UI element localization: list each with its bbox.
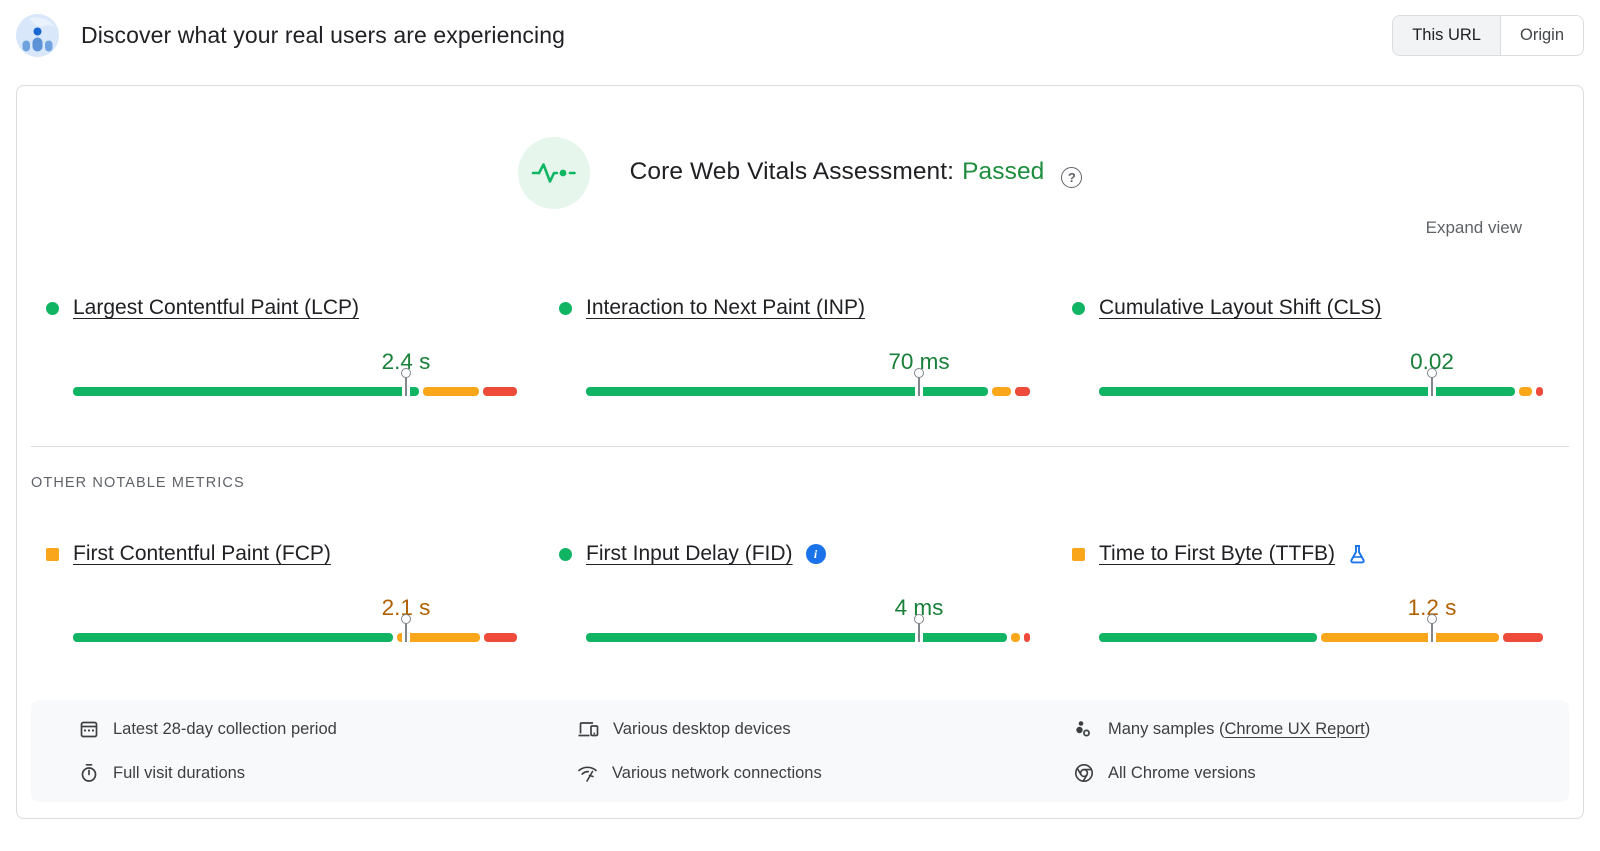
fid-p75-marker	[918, 622, 920, 642]
devices-icon	[578, 722, 599, 737]
inp-rating-indicator	[559, 301, 572, 315]
page-title: Discover what your real users are experi…	[81, 22, 565, 48]
pulse-icon	[517, 137, 590, 209]
metric-cls: Cumulative Layout Shift (CLS) 0.02	[1072, 296, 1543, 396]
stopwatch-icon	[81, 763, 97, 782]
cwv-assessment-header: Core Web Vitals Assessment: Passed?	[17, 137, 1583, 209]
fcp-distribution-bar	[73, 633, 518, 642]
ttfb-p75-marker	[1431, 622, 1433, 642]
expand-view-link[interactable]: Expand view	[1425, 218, 1522, 237]
field-data-users-icon	[16, 14, 59, 57]
metric-inp: Interaction to Next Paint (INP) 70 ms	[559, 296, 1030, 396]
fid-distribution-bar	[586, 633, 1030, 642]
info-icon[interactable]: i	[805, 544, 826, 564]
metric-fid: First Input Delay (FID) i 4 ms	[559, 542, 1030, 642]
metric-fcp: First Contentful Paint (FCP) 2.1 s	[46, 542, 518, 642]
fcp-rating-indicator	[46, 547, 59, 561]
devices-item: Various desktop devices	[577, 713, 1074, 745]
fcp-p75-marker	[405, 622, 407, 642]
experimental-flask-icon[interactable]	[1348, 544, 1367, 565]
lcp-rating-indicator	[46, 301, 59, 315]
core-metrics-row: Largest Contentful Paint (LCP) 2.4 s Int…	[17, 296, 1583, 396]
lcp-distribution-bar	[73, 387, 517, 396]
calendar-icon	[80, 721, 98, 738]
fid-rating-indicator	[559, 547, 572, 561]
ttfb-distribution-bar	[1099, 633, 1543, 642]
samples-icon	[1076, 721, 1090, 737]
fcp-link[interactable]: First Contentful Paint (FCP)	[73, 542, 331, 565]
other-metrics-row: First Contentful Paint (FCP) 2.1 s First…	[17, 542, 1583, 642]
chrome-ux-report-link[interactable]: Chrome UX Report	[1224, 719, 1365, 738]
visit-durations-item: Full visit durations	[79, 757, 577, 789]
metric-ttfb: Time to First Byte (TTFB) 1.2 s	[1072, 542, 1543, 642]
scope-toggle: This URL Origin	[1392, 15, 1584, 56]
cls-rating-indicator	[1072, 301, 1085, 315]
inp-link[interactable]: Interaction to Next Paint (INP)	[586, 296, 865, 319]
cwv-assessment-title: Core Web Vitals Assessment: Passed?	[630, 158, 1083, 188]
metric-lcp: Largest Contentful Paint (LCP) 2.4 s	[46, 296, 517, 396]
collection-period-item: Latest 28-day collection period	[79, 713, 577, 745]
network-item: Various network connections	[577, 757, 1074, 789]
cwv-status: Passed	[962, 158, 1045, 185]
network-icon	[578, 766, 597, 782]
toggle-origin[interactable]: Origin	[1499, 16, 1583, 55]
lcp-link[interactable]: Largest Contentful Paint (LCP)	[73, 296, 359, 319]
samples-item: Many samples (Chrome UX Report)	[1074, 713, 1569, 745]
chrome-versions-item: All Chrome versions	[1074, 757, 1569, 789]
field-data-card: Core Web Vitals Assessment: Passed? Expan…	[16, 85, 1584, 819]
inp-distribution-bar	[586, 387, 1030, 396]
collection-info-footer: Latest 28-day collection period Full vis…	[31, 700, 1569, 802]
ttfb-rating-indicator	[1072, 547, 1085, 561]
section-divider	[31, 446, 1569, 447]
cls-distribution-bar	[1099, 387, 1543, 396]
cls-link[interactable]: Cumulative Layout Shift (CLS)	[1099, 296, 1382, 319]
page-header: Discover what your real users are experi…	[0, 0, 1600, 70]
inp-p75-marker	[918, 376, 920, 396]
chrome-icon	[1075, 764, 1093, 782]
lcp-p75-marker	[405, 376, 407, 396]
help-icon[interactable]: ?	[1061, 167, 1083, 188]
fid-link[interactable]: First Input Delay (FID)	[586, 542, 793, 565]
other-metrics-label: OTHER NOTABLE METRICS	[31, 475, 245, 491]
cls-p75-marker	[1431, 376, 1433, 396]
toggle-this-url[interactable]: This URL	[1393, 16, 1500, 55]
ttfb-link[interactable]: Time to First Byte (TTFB)	[1099, 542, 1336, 565]
